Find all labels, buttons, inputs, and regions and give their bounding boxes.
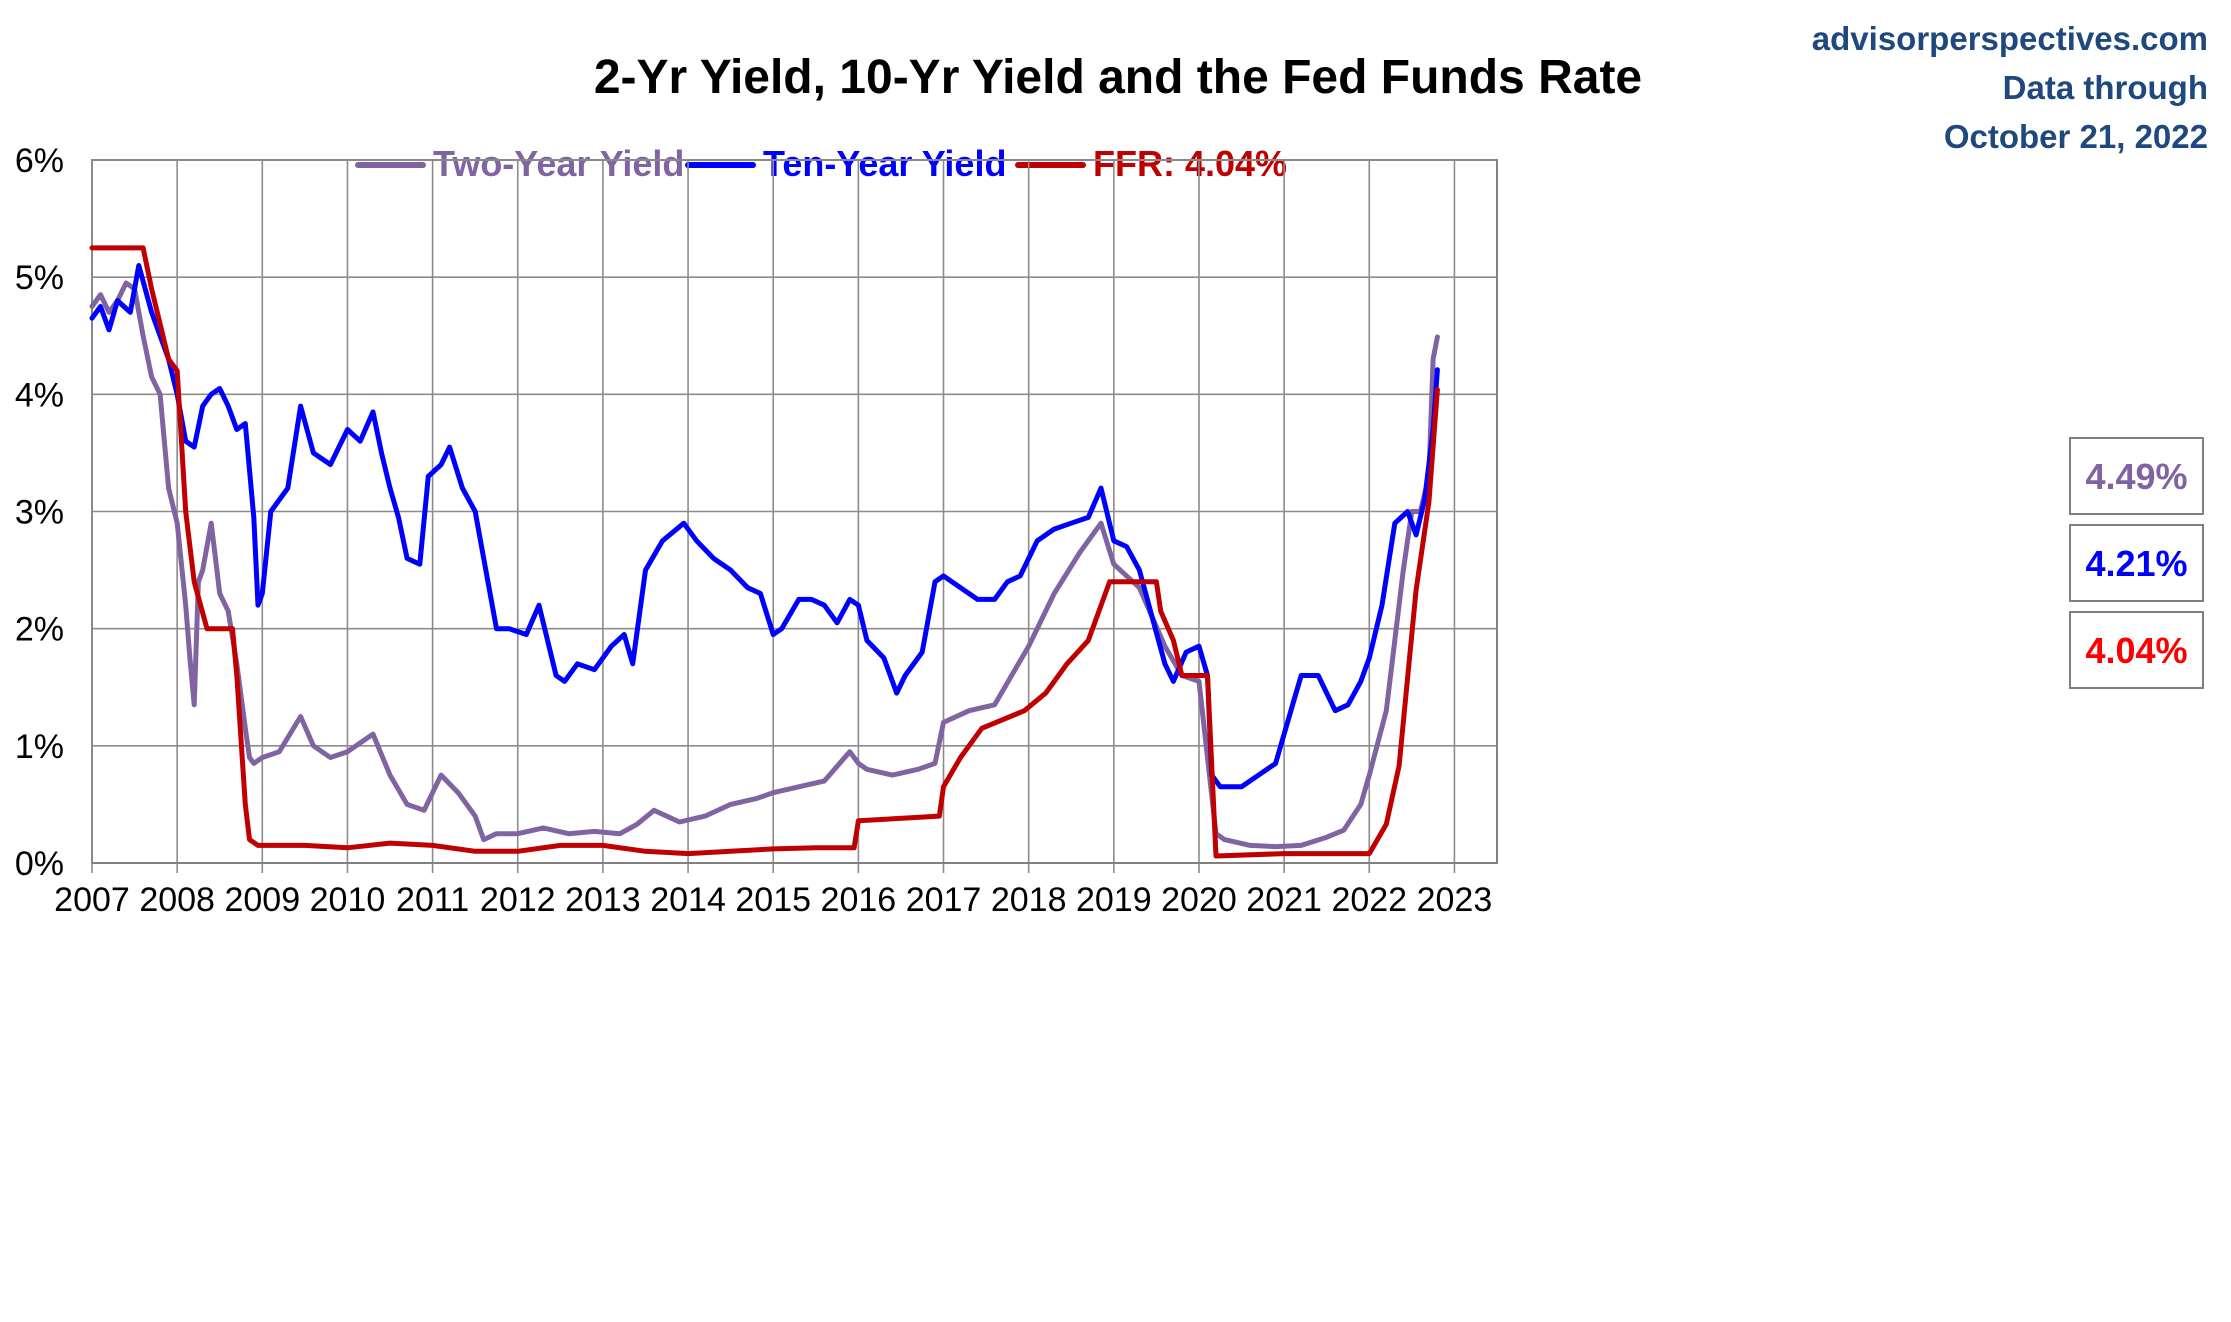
x-tick-label: 2008 — [139, 881, 215, 919]
callout-value-2: 4.21% — [2085, 543, 2187, 584]
legend-label-1: Two-Year Yield — [433, 143, 684, 184]
source-data-through: Data through — [2003, 69, 2208, 106]
chart-title: 2-Yr Yield, 10-Yr Yield and the Fed Fund… — [594, 51, 1642, 104]
x-tick-label: 2015 — [735, 881, 811, 919]
legend: Two-Year Yield Ten-Year Yield FFR: 4.04% — [355, 143, 1287, 184]
x-tick-label: 2018 — [991, 881, 1067, 919]
x-tick-label: 2009 — [224, 881, 300, 919]
x-tick-label: 2022 — [1331, 881, 1407, 919]
x-tick-label: 2010 — [310, 881, 386, 919]
x-tick-label: 2007 — [54, 881, 130, 919]
callout-box-2 — [2069, 524, 2204, 602]
x-tick-label: 2014 — [650, 881, 726, 919]
axes: 0%1%2%3%4%5%6%2007 2008 2009 2010 2011 2012 20… — [15, 142, 1497, 919]
y-tick-label: 0% — [15, 845, 64, 883]
series-line-1 — [89, 280, 1440, 850]
x-tick-label: 2013 — [565, 881, 641, 919]
callout-value-3: 4.04% — [2085, 630, 2187, 671]
callout-box-3 — [2069, 611, 2204, 689]
x-tick-label: 2012 — [480, 881, 556, 919]
x-tick-label: 2021 — [1246, 881, 1322, 919]
x-tick-label: 2023 — [1417, 881, 1493, 919]
y-tick-label: 4% — [15, 376, 64, 414]
series-line-3 — [89, 245, 1440, 859]
y-tick-label: 5% — [15, 259, 64, 297]
y-tick-label: 1% — [15, 728, 64, 766]
y-tick-label: 6% — [15, 142, 64, 180]
x-tick-label: 2019 — [1076, 881, 1152, 919]
y-tick-label: 2% — [15, 611, 64, 649]
legend-label-3: FFR: 4.04% — [1093, 143, 1287, 184]
x-tick-label: 2020 — [1161, 881, 1237, 919]
x-tick-label: 2011 — [396, 881, 469, 919]
callout-box-1 — [2069, 437, 2204, 515]
callout-value-1: 4.49% — [2085, 456, 2187, 497]
x-tick-label: 2017 — [906, 881, 982, 919]
y-tick-label: 3% — [15, 494, 64, 532]
series-layer — [89, 245, 1440, 859]
source-site: advisorperspectives.com — [1812, 20, 2208, 57]
value-callouts: 4.49% 4.21% 4.04% — [2069, 437, 2204, 689]
source-date: October 21, 2022 — [1944, 118, 2208, 155]
x-tick-label: 2016 — [821, 881, 897, 919]
legend-label-2: Ten-Year Yield — [763, 143, 1006, 184]
